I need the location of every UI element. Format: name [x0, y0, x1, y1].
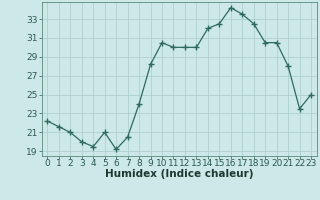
- X-axis label: Humidex (Indice chaleur): Humidex (Indice chaleur): [105, 169, 253, 179]
